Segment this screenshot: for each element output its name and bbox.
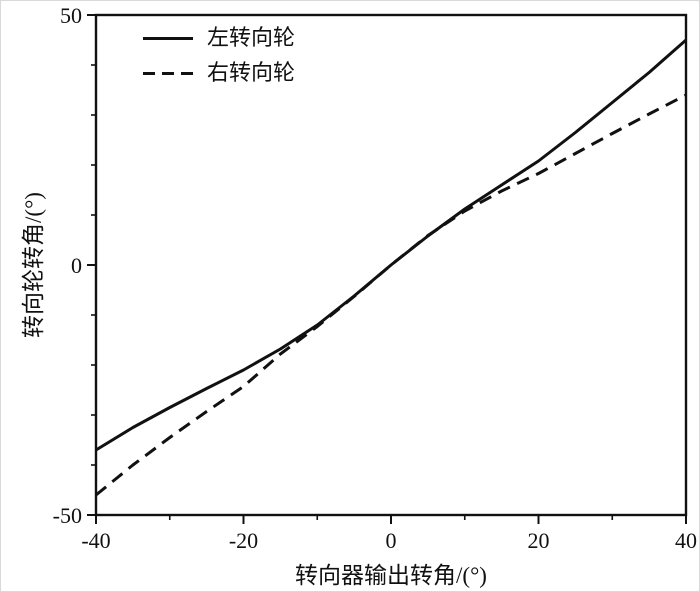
solid-line-sample [143,36,193,40]
x-tick-label: 40 [675,528,697,553]
legend-label: 左转向轮 [207,25,296,50]
y-tick-label: -50 [53,503,82,528]
dashed-line-sample [143,71,193,75]
x-tick-label: -20 [229,528,258,553]
left-wheel-curve [95,38,687,452]
legend-label: 右转向轮 [207,60,296,85]
legend-item-right-wheel: 右转向轮 [143,62,295,84]
x-tick-label: 20 [528,528,550,553]
legend-item-left-wheel: 左转向轮 [143,27,295,49]
x-axis-label: 转向器输出转角/(°) [295,563,487,588]
legend: 左转向轮 右转向轮 [143,27,295,84]
y-tick-label: 50 [60,3,82,28]
y-axis-label: 转向轮转角/(°) [21,192,46,338]
x-tick-label: -40 [81,528,110,553]
y-tick-label: 0 [71,253,82,278]
x-tick-label: 0 [386,528,397,553]
